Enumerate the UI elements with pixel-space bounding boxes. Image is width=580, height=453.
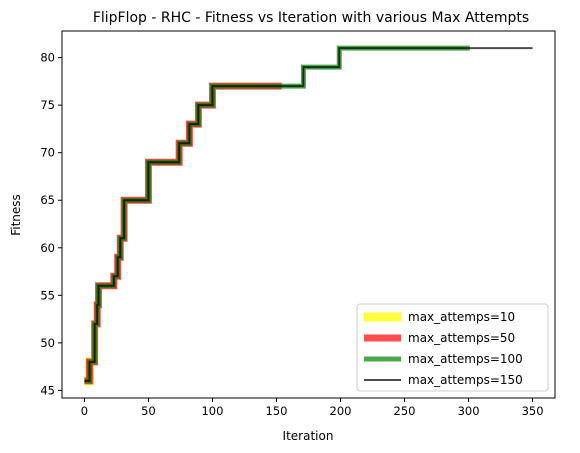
plot-frame	[61, 30, 556, 399]
x-tick-label: 250	[394, 404, 416, 418]
y-tick-label: 45	[40, 383, 55, 397]
x-tick-label: 200	[330, 404, 352, 418]
x-tick-label: 100	[201, 404, 223, 418]
x-tick-label: 300	[458, 404, 480, 418]
chart-title: FlipFlop - RHC - Fitness vs Iteration wi…	[93, 10, 529, 26]
y-axis-label: Fitness	[9, 194, 23, 236]
plot-area: 0 50 100 150 200 250 300 350 45 50 55 60 65 70 75 80	[40, 30, 556, 418]
legend-label-2: max_attemps=50	[408, 331, 515, 345]
y-tick-label: 55	[40, 288, 55, 302]
y-tick-label: 50	[40, 336, 55, 350]
series-line-4	[84, 47, 533, 382]
y-tick-label: 75	[40, 98, 55, 112]
legend-label-4: max_attemps=150	[408, 373, 523, 387]
y-tick-label: 80	[40, 51, 55, 65]
legend-entries: max_attemps=10 max_attemps=50 max_attemps=…	[364, 310, 523, 387]
x-axis-ticks: 0 50 100 150 200 250 300 350	[81, 398, 544, 418]
x-axis-label: Iteration	[283, 429, 334, 443]
x-tick-label: 350	[522, 404, 544, 418]
x-tick-label: 50	[141, 404, 156, 418]
series-line-2	[84, 82, 282, 385]
legend-box	[356, 303, 549, 392]
x-tick-label: 0	[81, 404, 88, 418]
y-tick-label: 60	[40, 241, 55, 255]
x-tick-label: 150	[266, 404, 288, 418]
series-layer	[84, 45, 533, 386]
y-tick-label: 65	[40, 193, 55, 207]
legend-label-3: max_attemps=100	[408, 352, 523, 366]
y-axis-ticks: 45 50 55 60 65 70 75 80	[40, 51, 62, 397]
legend: max_attemps=10 max_attemps=50 max_attemps=…	[356, 303, 549, 392]
legend-label-1: max_attemps=10	[408, 310, 515, 324]
y-tick-label: 70	[40, 146, 55, 160]
